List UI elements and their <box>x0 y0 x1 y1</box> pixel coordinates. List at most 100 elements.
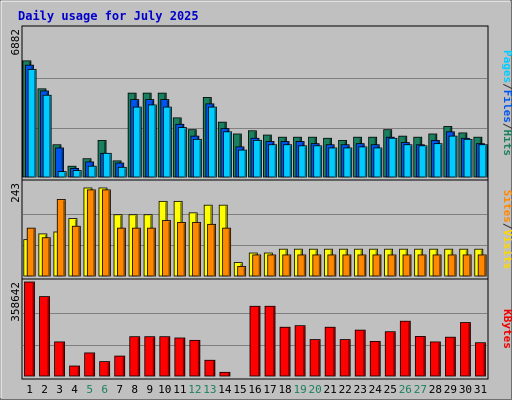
bar-shade <box>182 338 185 376</box>
x-tick-label: 25 <box>384 383 397 396</box>
x-tick-label: 29 <box>444 383 457 396</box>
x-tick-label: 13 <box>203 383 216 396</box>
bar-shade <box>244 151 247 177</box>
bar-sites <box>252 254 262 277</box>
panel-max-label: 358642 <box>9 282 22 322</box>
x-tick-label: 23 <box>354 383 367 396</box>
bar-pages <box>403 144 413 178</box>
bar-pages <box>72 170 82 178</box>
bar-sites <box>41 237 51 277</box>
panel-max-label: 243 <box>9 183 22 203</box>
bar-shade <box>92 353 95 376</box>
x-tick-label: 1 <box>26 383 33 396</box>
bar-pages <box>373 147 383 178</box>
bar-shade <box>259 141 262 177</box>
bar-sites <box>282 254 292 277</box>
bar-sites <box>101 189 111 277</box>
bar-sites <box>462 254 472 277</box>
bar-pages <box>253 140 263 178</box>
bar-shade <box>63 200 65 276</box>
chart-title: Daily usage for July 2025 <box>18 9 199 23</box>
bar-shade <box>227 373 230 376</box>
bar-shade <box>273 255 276 276</box>
bar-kbytes <box>460 322 471 377</box>
x-tick-label: 14 <box>218 383 232 396</box>
bar-shade <box>139 108 141 177</box>
bar-shade <box>77 367 80 376</box>
bar-pages <box>328 147 338 178</box>
bar-shade <box>212 361 215 376</box>
bar-shade <box>333 328 335 376</box>
bar-sites <box>132 227 141 277</box>
bar-shade <box>424 146 427 177</box>
bar-pages <box>298 145 308 178</box>
bar-pages <box>57 171 67 178</box>
bar-kbytes <box>99 361 111 377</box>
bar-shade <box>214 108 217 177</box>
bar-shade <box>439 144 442 177</box>
bar-shade <box>47 297 50 376</box>
bar-sites <box>177 222 186 277</box>
legend-part: / <box>501 83 512 90</box>
x-tick-label: 21 <box>324 383 337 396</box>
x-tick-label: 26 <box>399 383 412 396</box>
legend-part: Visits <box>501 230 512 270</box>
bar-pages <box>268 144 278 178</box>
bar-kbytes <box>54 341 65 377</box>
bar-shade <box>348 340 350 376</box>
bar-shade <box>61 148 64 177</box>
bar-sites <box>192 222 201 277</box>
x-tick-label: 5 <box>86 383 93 396</box>
bar-shade <box>62 342 65 376</box>
bar-kbytes <box>324 326 336 377</box>
bar-kbytes <box>114 355 126 377</box>
x-tick-label: 11 <box>173 383 186 396</box>
bar-shade <box>34 70 36 177</box>
x-tick-label: 17 <box>263 383 276 396</box>
bar-sites <box>26 227 36 277</box>
bar-pages <box>87 165 97 178</box>
panel-kbytes: 358642 KBytes <box>9 278 512 380</box>
bar-kbytes <box>69 365 81 377</box>
bar-kbytes <box>84 352 96 377</box>
x-tick-label: 8 <box>131 383 138 396</box>
bar-sites <box>222 227 232 277</box>
bar-pages <box>163 106 172 178</box>
x-tick-label: 2 <box>41 383 48 396</box>
bar-kbytes <box>174 337 186 377</box>
bar-pages <box>193 138 202 178</box>
bar-shade <box>49 96 51 177</box>
bar-shade <box>199 140 202 177</box>
bar-shade <box>304 146 307 177</box>
bar-shade <box>48 238 50 276</box>
bar-sites <box>417 254 427 277</box>
bar-kbytes <box>219 371 231 377</box>
bar-sites <box>447 254 457 277</box>
bar-shade <box>229 132 232 177</box>
legend-part: Pages <box>501 50 512 83</box>
bar-shade <box>303 255 306 276</box>
bar-sites <box>402 254 412 277</box>
x-tick-label: 19 <box>293 383 306 396</box>
bar-shade <box>122 357 125 376</box>
bar-shade <box>137 337 140 376</box>
x-tick-label: 7 <box>116 383 123 396</box>
bar-shade <box>333 255 336 276</box>
x-tick-label: 31 <box>474 383 487 396</box>
bar-shade <box>363 331 365 376</box>
bar-kbytes <box>24 281 35 377</box>
bar-sites <box>297 254 307 277</box>
x-tick-label: 24 <box>369 383 383 396</box>
bar-kbytes <box>399 320 411 377</box>
legend-part: KBytes <box>501 309 512 349</box>
bar-shade <box>439 255 441 276</box>
bar-shade <box>169 108 172 177</box>
bar-pages <box>132 106 142 178</box>
bar-shade <box>288 255 291 276</box>
bar-shade <box>258 255 261 276</box>
bar-pages <box>313 145 323 178</box>
bar-shade <box>453 338 456 376</box>
bar-pages <box>478 144 488 178</box>
bar-sites <box>387 254 397 277</box>
